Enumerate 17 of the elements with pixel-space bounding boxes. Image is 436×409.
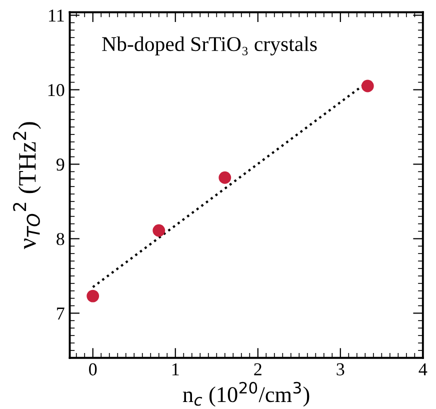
x-tick-label: 4 xyxy=(418,363,428,376)
point xyxy=(361,80,374,92)
point xyxy=(86,290,100,302)
x-tick-label: 3 xyxy=(336,363,344,376)
point xyxy=(152,224,166,237)
x-tick-label: 2 xyxy=(254,363,262,376)
x-axis-title: n$_{c}$ (10$^{20}$/cm$^{3}$) xyxy=(182,382,310,407)
x-tick-label: 1 xyxy=(172,363,179,376)
annotation: Nb-doped SrTiO₃ crystals xyxy=(102,36,317,56)
y-tick-label: 8 xyxy=(56,232,64,246)
y-tick-label: 11 xyxy=(49,10,64,22)
y-tick-label: 9 xyxy=(56,158,64,171)
point xyxy=(218,171,232,184)
y-axis-title: ν$_{TO}$$^{2}$ (THz$^{2}$) xyxy=(13,122,41,250)
y-tick-label: 7 xyxy=(57,308,64,320)
y-tick-label: 10 xyxy=(48,84,64,96)
x-tick-label: 0 xyxy=(89,363,97,376)
